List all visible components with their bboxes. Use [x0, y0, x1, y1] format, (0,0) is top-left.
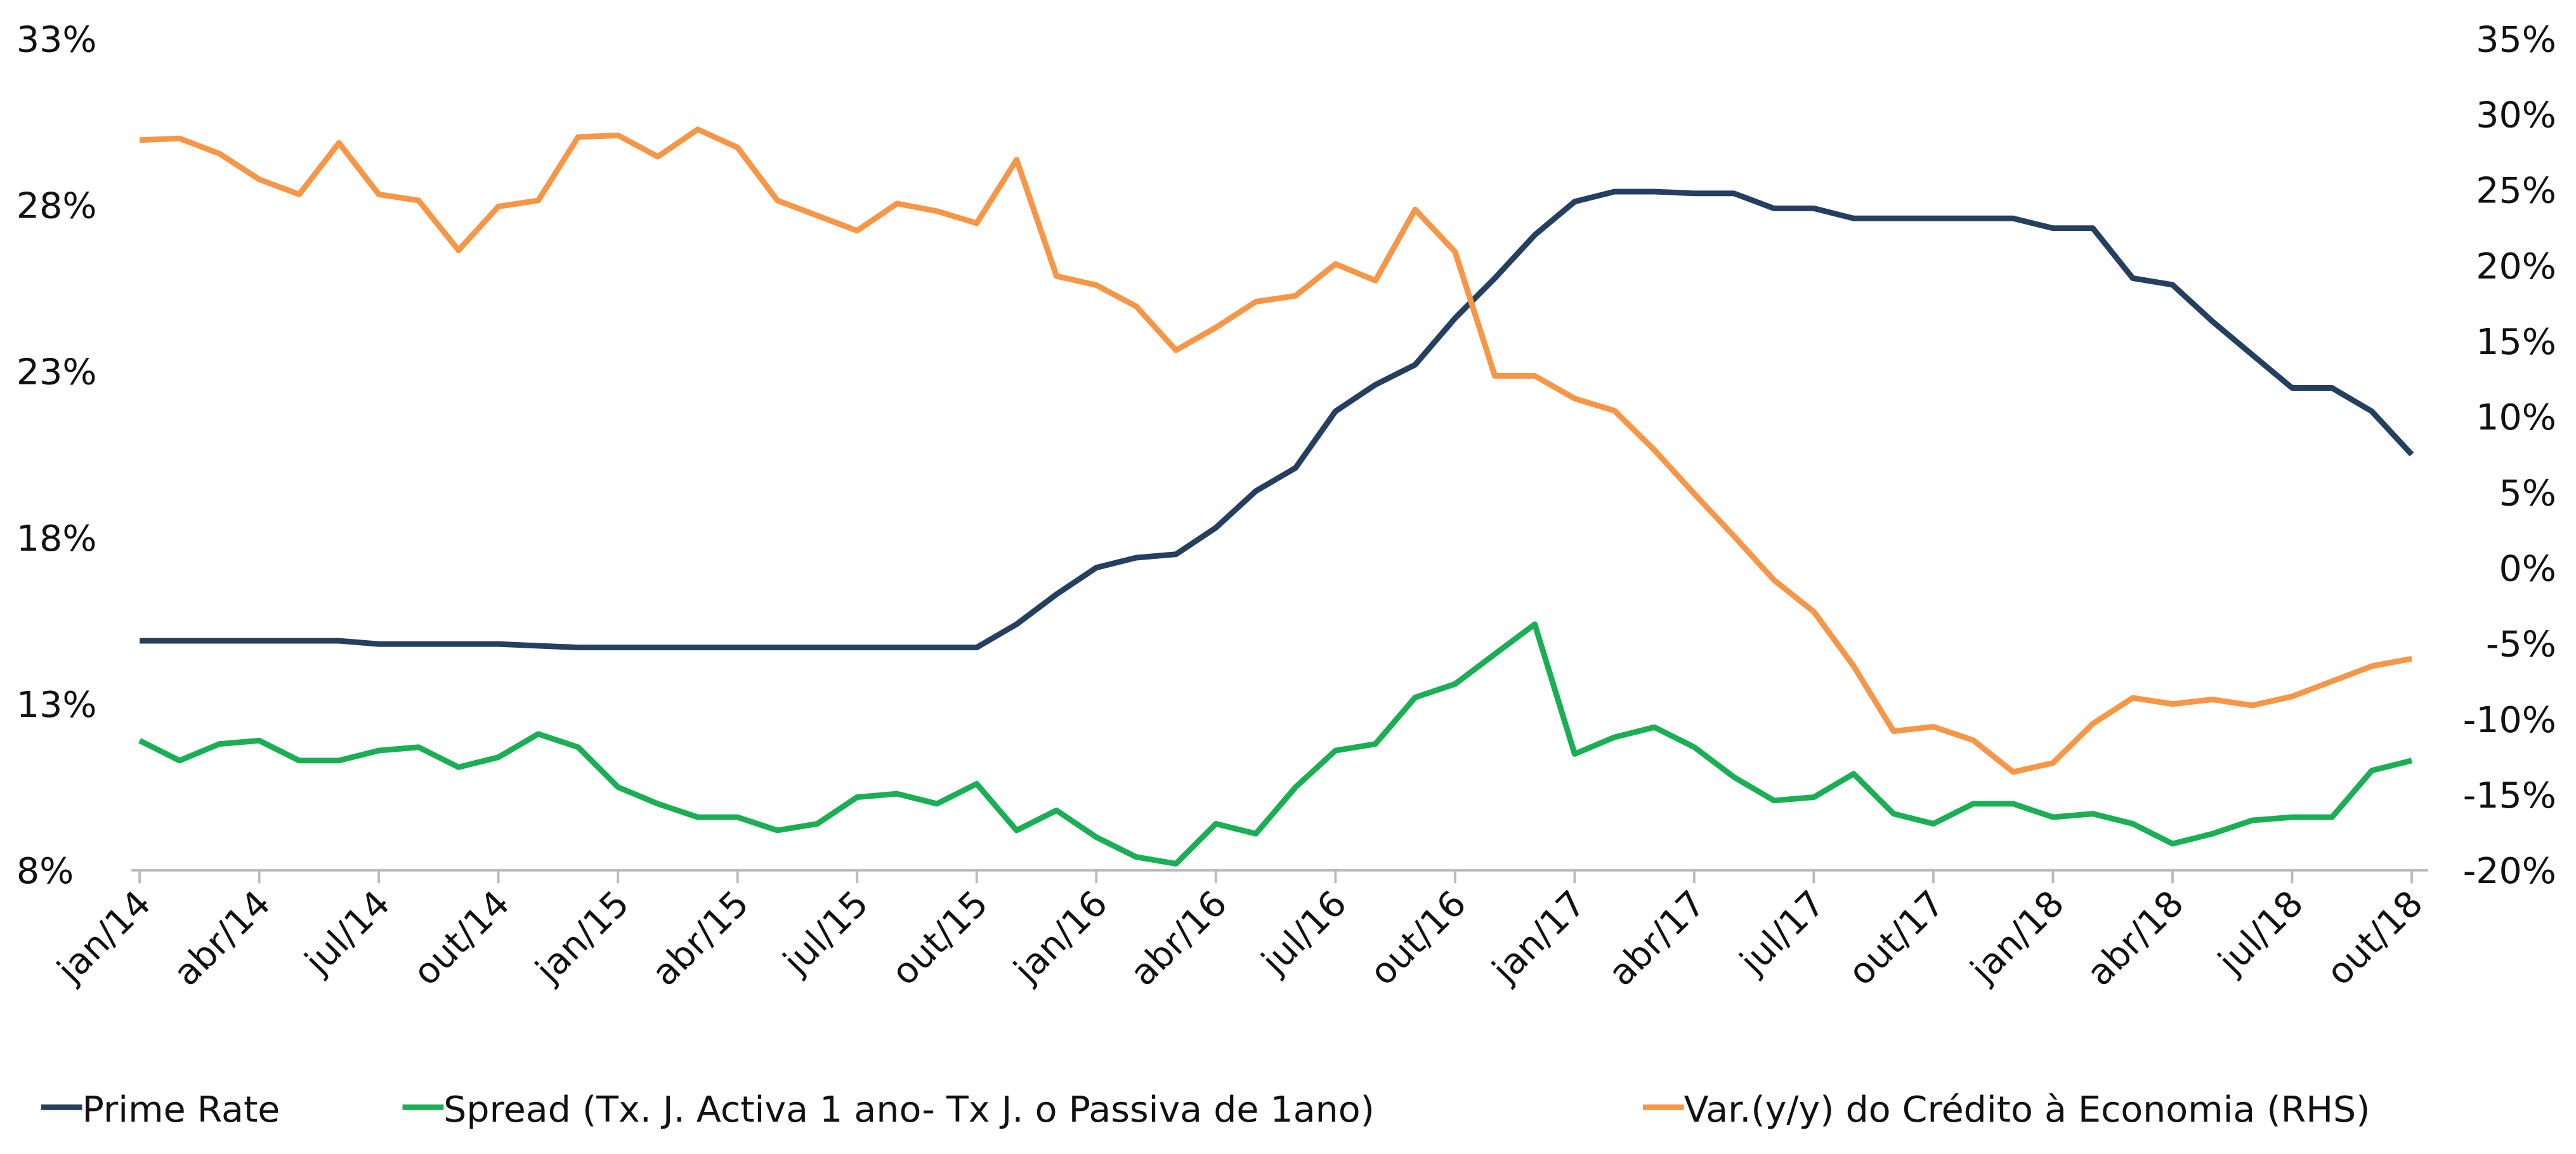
x-tick-label: abr/18 — [2079, 883, 2192, 994]
x-tick-label: jul/14 — [296, 883, 398, 983]
x-tick-label: out/14 — [405, 883, 518, 993]
series-line — [140, 188, 2414, 650]
y2-tick-label: 15% — [2476, 322, 2556, 362]
y-tick-label: 13% — [16, 685, 97, 726]
series-line — [139, 126, 2412, 775]
y2-tick-label: 30% — [2476, 95, 2556, 136]
y2-tick-label: 25% — [2476, 171, 2556, 211]
x-tick-label: jan/18 — [1962, 883, 2072, 992]
x-tick-label: jul/17 — [1732, 883, 1834, 983]
y-tick-label: 8% — [16, 851, 74, 892]
y2-tick-label: 35% — [2476, 20, 2556, 60]
legend-label: Spread (Tx. J. Activa 1 ano- Tx J. o Pas… — [443, 1090, 1375, 1131]
y2-tick-label: 10% — [2476, 398, 2556, 438]
y2-tick-label: -10% — [2463, 700, 2556, 740]
y2-tick-label: -15% — [2463, 776, 2556, 816]
y2-tick-label: 20% — [2476, 246, 2556, 287]
x-tick-label: out/15 — [884, 883, 996, 993]
x-tick-label: jan/16 — [1005, 883, 1116, 992]
x-tick-label: jan/14 — [49, 883, 159, 992]
x-tick-label: out/16 — [1362, 883, 1474, 993]
x-tick-label: jan/17 — [1484, 883, 1594, 992]
x-tick-label: abr/17 — [1601, 883, 1714, 994]
x-tick-label: abr/14 — [166, 883, 278, 994]
y2-tick-label: 5% — [2499, 473, 2556, 514]
x-tick-label: out/17 — [1840, 883, 1952, 993]
y2-tick-label: -5% — [2486, 624, 2556, 665]
y2-tick-label: -20% — [2463, 851, 2556, 892]
x-tick-label: out/18 — [2319, 883, 2431, 993]
x-tick-label: jan/15 — [527, 883, 637, 992]
x-tick-label: abr/16 — [1122, 883, 1235, 994]
legend-label: Prime Rate — [82, 1090, 280, 1131]
x-tick-label: jul/16 — [1253, 883, 1355, 983]
x-tick-label: jul/18 — [2210, 883, 2312, 983]
y2-tick-label: 0% — [2499, 549, 2556, 589]
legend-label: Var.(y/y) do Crédito à Economia (RHS) — [1684, 1090, 2370, 1131]
x-tick-label: abr/15 — [644, 883, 757, 994]
x-tick-label: jul/15 — [775, 883, 877, 983]
y-tick-label: 33% — [16, 20, 97, 60]
y-tick-label: 23% — [16, 352, 97, 393]
series-line — [138, 621, 2413, 867]
y-tick-label: 28% — [16, 186, 97, 226]
y-tick-label: 18% — [16, 518, 97, 559]
